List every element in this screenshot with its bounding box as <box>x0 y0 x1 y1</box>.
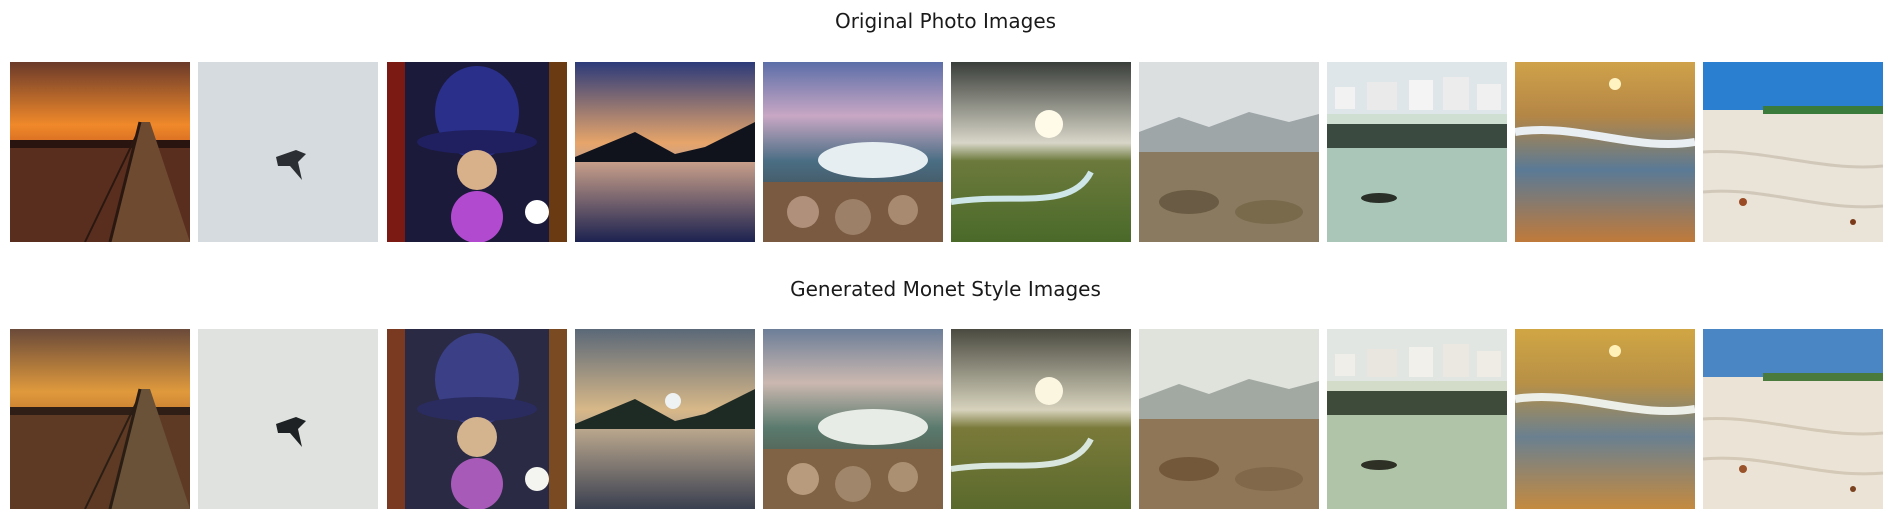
generated-image-5 <box>763 329 943 509</box>
original-image-3 <box>387 62 567 242</box>
original-image-8 <box>1327 62 1507 242</box>
original-image-1 <box>10 62 190 242</box>
original-row-title: Original Photo Images <box>834 9 1057 33</box>
generated-images-row <box>0 329 1891 509</box>
original-image-2 <box>198 62 378 242</box>
original-image-7 <box>1139 62 1319 242</box>
generated-row-title: Generated Monet Style Images <box>790 277 1101 301</box>
generated-image-8 <box>1327 329 1507 509</box>
generated-image-4 <box>575 329 755 509</box>
original-image-9 <box>1515 62 1695 242</box>
generated-image-2 <box>198 329 378 509</box>
generated-image-9 <box>1515 329 1695 509</box>
original-image-4 <box>575 62 755 242</box>
original-image-10 <box>1703 62 1883 242</box>
generated-image-3 <box>387 329 567 509</box>
generated-image-10 <box>1703 329 1883 509</box>
generated-image-7 <box>1139 329 1319 509</box>
generated-image-6 <box>951 329 1131 509</box>
original-image-5 <box>763 62 943 242</box>
original-images-row <box>0 62 1891 242</box>
generated-image-1 <box>10 329 190 509</box>
original-image-6 <box>951 62 1131 242</box>
